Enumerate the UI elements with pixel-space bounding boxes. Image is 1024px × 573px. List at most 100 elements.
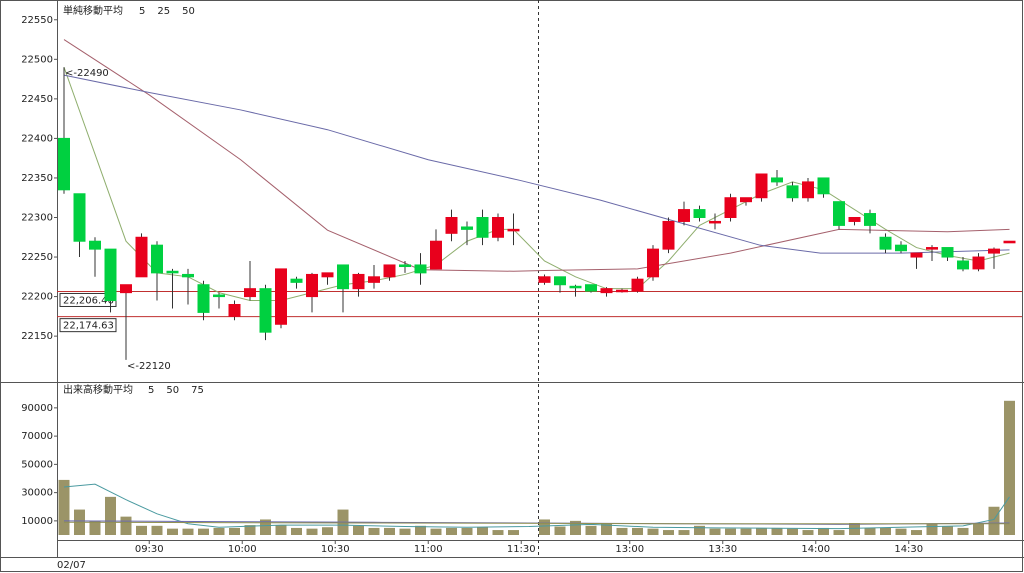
volume-bar bbox=[647, 528, 659, 535]
volume-bar bbox=[306, 528, 318, 535]
volume-bar bbox=[120, 516, 132, 535]
candle-body bbox=[461, 226, 473, 230]
volume-bar bbox=[492, 530, 504, 535]
volume-bar bbox=[756, 527, 767, 535]
volume-bar bbox=[678, 530, 690, 535]
volume-bar bbox=[353, 525, 364, 535]
y-tick-label: 50000 bbox=[21, 459, 53, 470]
y-tick-label: 70000 bbox=[21, 431, 53, 442]
candle-body bbox=[476, 216, 489, 238]
candle-body bbox=[89, 240, 101, 250]
volume-bar bbox=[833, 530, 845, 535]
x-tick-label: 13:30 bbox=[708, 544, 737, 555]
legend-entry: 5 bbox=[139, 6, 145, 17]
candle-body bbox=[864, 213, 876, 226]
volume-bar bbox=[616, 527, 628, 535]
moving-average-line bbox=[63, 67, 1010, 302]
extreme-annotation: <-22120 bbox=[127, 361, 171, 372]
candle-body bbox=[104, 248, 117, 302]
volume-bar bbox=[725, 528, 736, 535]
legend-entry: 75 bbox=[191, 385, 204, 396]
candle-body bbox=[352, 273, 365, 290]
volume-bar bbox=[880, 527, 891, 535]
candle-body bbox=[554, 276, 566, 286]
volume-bar bbox=[926, 523, 938, 535]
y-tick-label: 22300 bbox=[21, 212, 53, 223]
price-legend-title: 単純移動平均 bbox=[63, 4, 123, 17]
candle-body bbox=[197, 284, 210, 313]
volume-bar bbox=[1004, 400, 1015, 535]
candle-body bbox=[383, 264, 396, 278]
candle-body bbox=[678, 209, 690, 222]
candle-body bbox=[228, 303, 241, 317]
volume-bar bbox=[864, 527, 876, 535]
candle-body bbox=[445, 216, 458, 234]
y-tick-label: 10000 bbox=[21, 516, 53, 527]
x-tick-label: 11:00 bbox=[414, 544, 443, 555]
volume-bar bbox=[151, 525, 163, 535]
x-tick-label: 10:00 bbox=[228, 544, 257, 555]
candle-body bbox=[569, 285, 582, 289]
volume-bar bbox=[477, 527, 488, 535]
candle-body bbox=[182, 273, 194, 278]
volume-bar bbox=[709, 528, 721, 535]
y-tick-label: 22200 bbox=[21, 292, 53, 303]
volume-bar bbox=[632, 527, 643, 535]
volume-legend-title: 出来高移動平均 bbox=[63, 383, 133, 396]
candle-body bbox=[631, 278, 644, 292]
candle-body bbox=[399, 264, 411, 268]
candle-body bbox=[120, 284, 132, 294]
candle-body bbox=[58, 137, 70, 191]
candle-body bbox=[414, 264, 427, 274]
volume-bar bbox=[182, 528, 194, 535]
volume-bar bbox=[818, 527, 829, 535]
x-tick-label: 10:30 bbox=[321, 544, 350, 555]
volume-bar bbox=[430, 528, 442, 535]
candle-body bbox=[709, 220, 721, 224]
candle-body bbox=[290, 278, 303, 283]
volume-bar bbox=[570, 520, 581, 535]
extreme-annotation: <-22490 bbox=[65, 68, 109, 79]
x-tick-label: 13:00 bbox=[615, 544, 644, 555]
candle-body bbox=[848, 216, 861, 222]
candle-body bbox=[213, 294, 225, 298]
legend-entry: 5 bbox=[148, 385, 154, 396]
candle-body bbox=[135, 236, 148, 278]
candle-body bbox=[368, 276, 380, 283]
candle-body bbox=[755, 173, 768, 199]
candle-body bbox=[600, 288, 613, 294]
volume-bar bbox=[802, 530, 814, 535]
candle-body bbox=[724, 197, 737, 218]
volume-bar bbox=[895, 528, 907, 535]
moving-average-line bbox=[63, 521, 1010, 525]
candle-body bbox=[166, 270, 179, 274]
volume-bar bbox=[942, 526, 953, 535]
y-tick-label: 90000 bbox=[21, 403, 53, 414]
volume-bar bbox=[911, 530, 922, 535]
volume-bar bbox=[260, 519, 271, 535]
candle-body bbox=[895, 244, 907, 252]
y-tick-label: 22150 bbox=[21, 331, 53, 342]
legend-entry: 50 bbox=[182, 6, 195, 17]
candle-body bbox=[693, 209, 706, 218]
x-tick-label: 14:30 bbox=[894, 544, 923, 555]
volume-bar bbox=[275, 525, 287, 535]
legend-entry: 25 bbox=[157, 6, 170, 17]
volume-bar bbox=[601, 522, 612, 535]
candle-body bbox=[337, 264, 349, 290]
candle-body bbox=[538, 276, 551, 283]
volume-bar bbox=[446, 527, 457, 535]
x-tick-label: 14:00 bbox=[801, 544, 830, 555]
candle-body bbox=[492, 216, 504, 238]
candle-body bbox=[1003, 240, 1016, 244]
y-tick-label: 22250 bbox=[21, 252, 53, 263]
candle-body bbox=[833, 201, 845, 226]
candle-body bbox=[988, 248, 1000, 254]
legend-entry: 50 bbox=[166, 385, 179, 396]
candle-body bbox=[771, 177, 783, 183]
volume-bar bbox=[988, 506, 1000, 535]
volume-bar bbox=[384, 527, 395, 535]
volume-bar bbox=[787, 528, 798, 535]
